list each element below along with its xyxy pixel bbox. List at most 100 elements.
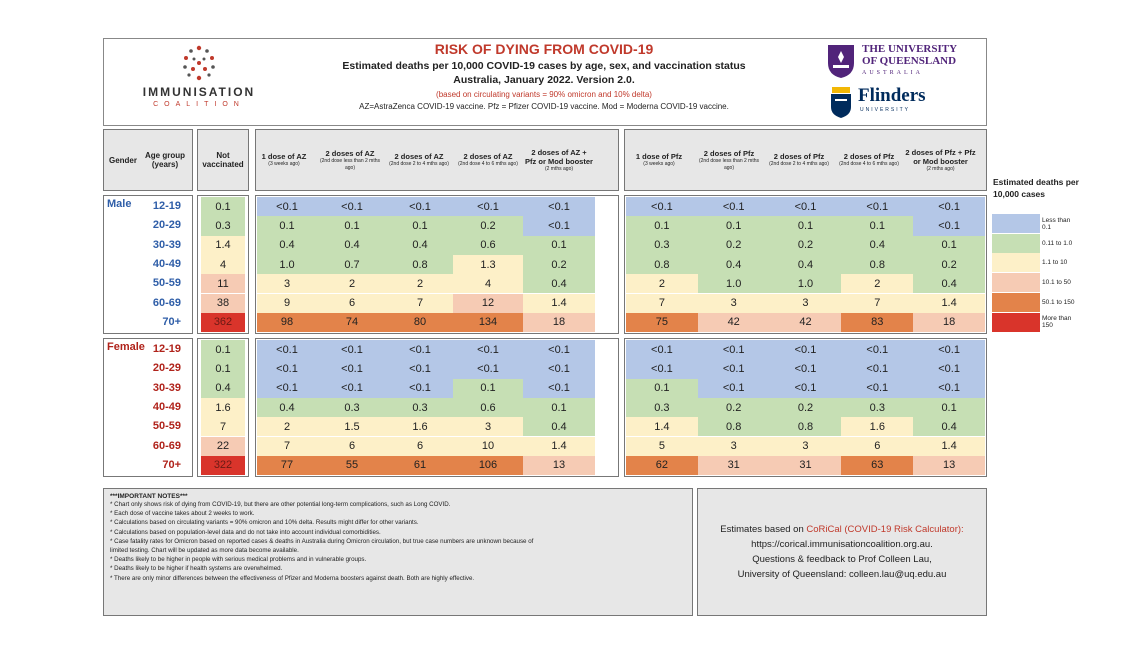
az-cell: 0.4	[317, 235, 387, 255]
col-sub: (3 weeks ago)	[643, 161, 675, 167]
uq-logo: THE UNIVERSITY OF QUEENSLAND AUSTRALIA	[826, 43, 976, 83]
az-cell: <0.1	[257, 340, 317, 360]
az-cell: 12	[453, 293, 523, 313]
az-cell: 0.4	[387, 235, 453, 255]
col-sub: (2nd dose less than 2 mths ago)	[698, 157, 760, 171]
credit-prefix: Estimates based on	[720, 524, 807, 535]
pfz-cell: 63	[841, 455, 914, 476]
male-label-box	[103, 195, 193, 335]
col-sub: (2nd dose 4 to 6 mths ago)	[839, 161, 899, 167]
age-group-label: 70+	[162, 315, 181, 328]
pfz-cell: 3	[697, 436, 770, 456]
pfz-cell: <0.1	[841, 359, 914, 379]
note-item: limited testing. Chart will be updated a…	[110, 547, 299, 555]
pfz-cell: 0.8	[841, 254, 914, 275]
pfz-cell: 0.1	[626, 378, 698, 398]
corical-url[interactable]: https://corical.immunisationcoalition.or…	[751, 539, 933, 550]
col-pfz-2: 2 doses of Pfz (2nd dose less than 2 mths…	[694, 137, 764, 183]
pfz-cell: <0.1	[913, 216, 985, 236]
az-cell: 0.6	[453, 235, 523, 255]
not-vaccinated-cell: 322	[201, 455, 245, 476]
note-item: * Case fatality rates for Omicron based …	[110, 537, 534, 545]
pfz-cell: 1.4	[626, 417, 698, 437]
col-title: 2 doses of AZ	[463, 152, 513, 161]
not-vaccinated-cell: 0.1	[201, 359, 245, 379]
age-group-label: 30-39	[152, 381, 181, 394]
az-cell: <0.1	[317, 359, 387, 379]
pfz-cell: 42	[769, 312, 842, 333]
title-block: RISK OF DYING FROM COVID-19 Estimated de…	[284, 41, 804, 111]
az-cell: 0.1	[387, 216, 453, 236]
header-pfz-box	[624, 129, 987, 191]
pfz-cell: 0.2	[769, 235, 842, 255]
col-pfz-1: 1 dose of Pfz (3 weeks ago)	[624, 137, 694, 183]
age-group-label: 70+	[162, 458, 181, 471]
male-gender-label: Male	[107, 198, 132, 210]
pfz-cell: 1.0	[769, 274, 842, 294]
legend-item: 10.1 to 50	[992, 273, 1078, 293]
pfz-cell: 0.4	[913, 417, 985, 437]
feedback-line: Questions & feedback to Prof Colleen Lau…	[752, 554, 932, 565]
contact-line: University of Queensland: colleen.lau@uq…	[737, 569, 947, 580]
az-cell: <0.1	[523, 197, 595, 217]
az-cell: 55	[317, 455, 387, 476]
az-cell: 1.6	[387, 417, 453, 437]
az-cell: <0.1	[257, 378, 317, 398]
corical-link[interactable]: CoRiCal (COVID-19 Risk Calculator):	[806, 524, 964, 535]
col-sub: (2nd dose less than 2 mths ago)	[319, 157, 381, 171]
col-title: 2 doses of Pfz	[703, 148, 755, 158]
col-title: 2 doses of AZ + Pfz or Mod booster	[525, 147, 593, 166]
az-cell: <0.1	[317, 378, 387, 398]
pfz-cell: 0.8	[769, 417, 842, 437]
az-cell: 1.4	[523, 436, 595, 456]
col-az-1: 1 dose of AZ (3 weeks ago)	[255, 137, 313, 183]
pfz-cell: <0.1	[769, 340, 842, 360]
pfz-cell: 31	[769, 455, 842, 476]
pfz-cell: 0.2	[769, 397, 842, 418]
pfz-cell: <0.1	[841, 378, 914, 398]
not-vaccinated-cell: 11	[201, 274, 245, 294]
az-cell: 3	[453, 417, 523, 437]
legend-item: 50.1 to 150	[992, 292, 1078, 312]
az-cell: <0.1	[387, 359, 453, 379]
age-group-label: 40-49	[152, 400, 181, 413]
not-vaccinated-cell: 22	[201, 436, 245, 456]
flinders-crest-icon	[831, 87, 851, 118]
page-title: RISK OF DYING FROM COVID-19	[434, 41, 654, 57]
pfz-cell: 31	[697, 455, 770, 476]
col-title: 2 doses of AZ	[325, 148, 375, 158]
az-cell: <0.1	[387, 197, 453, 217]
col-title: 2 doses of Pfz	[773, 152, 825, 161]
col-sub: (2nd dose 2 to 4 mths ago)	[769, 161, 829, 167]
pfz-cell: 0.2	[697, 397, 770, 418]
pfz-cell: <0.1	[769, 359, 842, 379]
az-cell: 1.0	[257, 254, 317, 275]
col-pfz-5: 2 doses of Pfz + Pfz or Mod booster (2 mt…	[904, 137, 977, 183]
pfz-cell: <0.1	[697, 340, 770, 360]
pfz-cell: <0.1	[697, 378, 770, 398]
az-cell: 3	[257, 274, 317, 294]
flinders-sub: UNIVERSITY	[860, 107, 911, 113]
az-cell: 61	[387, 455, 453, 476]
az-cell: 106	[453, 455, 523, 476]
header-left-box	[103, 129, 193, 191]
flinders-name: Flinders	[858, 85, 926, 106]
az-cell: 4	[453, 274, 523, 294]
note-item: * Deaths likely to be higher in people w…	[110, 556, 367, 564]
not-vaccinated-cell: 0.4	[201, 378, 245, 398]
important-notes: ***IMPORTANT NOTES*** * Chart only shows…	[103, 488, 693, 616]
not-vaccinated-cell: 1.4	[201, 235, 245, 255]
pfz-cell: 0.4	[697, 254, 770, 275]
az-cell: 2	[257, 417, 317, 437]
az-cell: 13	[523, 455, 595, 476]
legend-item: 0.11 to 1.0	[992, 233, 1078, 253]
pfz-cell: 0.8	[626, 254, 698, 275]
az-cell: 80	[387, 312, 453, 333]
pfz-cell: 3	[769, 436, 842, 456]
header-notvacc-box	[197, 129, 249, 191]
legend-item: Less than 0.1	[992, 214, 1078, 233]
az-cell: 6	[317, 436, 387, 456]
az-cell: 7	[387, 293, 453, 313]
az-cell: <0.1	[257, 197, 317, 217]
az-cell: 10	[453, 436, 523, 456]
